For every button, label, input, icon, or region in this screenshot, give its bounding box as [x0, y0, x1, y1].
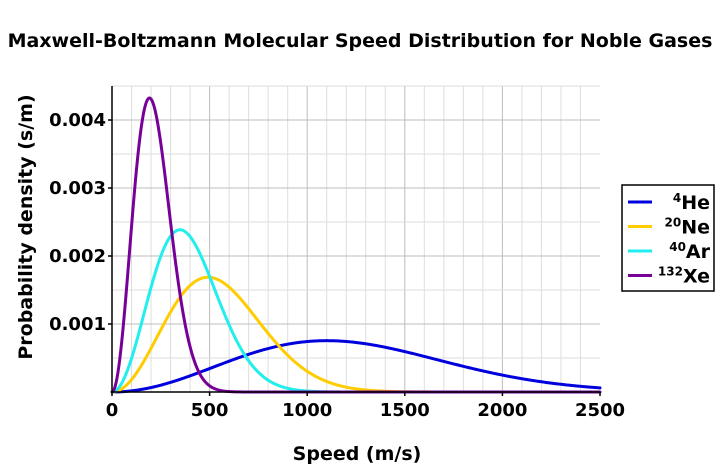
x-tick-label: 1500	[380, 400, 430, 421]
y-tick-label: 0.004	[49, 110, 106, 131]
grid	[112, 85, 600, 392]
series-line-he	[110, 339, 602, 394]
x-tick-label: 2000	[477, 400, 527, 421]
y-tick-label: 0.002	[49, 246, 106, 267]
legend-element-symbol: Xe	[683, 266, 710, 288]
axes	[108, 86, 601, 396]
legend-element-symbol: Ar	[686, 241, 711, 263]
series-line-xe	[110, 96, 602, 394]
legend-label-ne: 20Ne	[665, 216, 711, 239]
legend-mass-number: 40	[669, 240, 686, 254]
y-axis-label: Probability density (s/m)	[15, 94, 37, 359]
legend-element-symbol: Ne	[681, 217, 710, 239]
chart-title: Maxwell-Boltzmann Molecular Speed Distri…	[8, 30, 713, 52]
legend-mass-number: 20	[665, 216, 682, 230]
legend-element-symbol: He	[681, 192, 710, 214]
legend-label-ar: 40Ar	[669, 240, 710, 263]
series-curves	[110, 96, 602, 394]
legend-label-xe: 132Xe	[658, 265, 710, 288]
x-axis-label: Speed (m/s)	[293, 443, 422, 465]
y-tick-label: 0.003	[49, 178, 106, 199]
x-tick-label: 1000	[282, 400, 332, 421]
series-line-ar	[110, 228, 602, 394]
legend-mass-number: 4	[673, 191, 681, 205]
legend-mass-number: 132	[658, 265, 683, 279]
x-tick-label: 0	[106, 400, 119, 421]
y-tick-label: 0.001	[49, 314, 106, 335]
x-tick-label: 500	[191, 400, 229, 421]
legend-label-he: 4He	[673, 191, 710, 214]
y-tick-labels: 0.001 0.002 0.003 0.004	[49, 110, 106, 335]
x-tick-label: 2500	[575, 400, 625, 421]
series-line-ne	[110, 275, 602, 394]
x-tick-labels: 0 500 1000 1500 2000 2500	[106, 400, 625, 421]
